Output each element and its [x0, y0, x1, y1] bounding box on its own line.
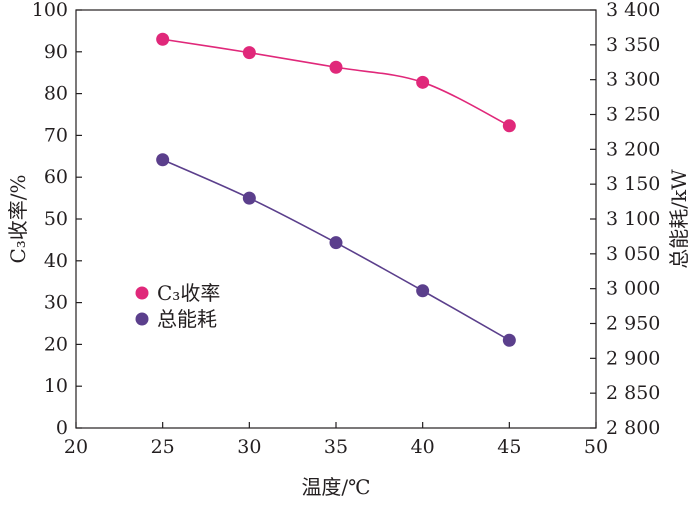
- data-point-series-0: [416, 75, 430, 89]
- data-point-series-0: [502, 119, 516, 133]
- right-y-axis-title: 总能耗/kW: [667, 169, 691, 269]
- legend: C₃收率 总能耗: [135, 281, 220, 331]
- right-y-tick-label: 3 050: [606, 243, 660, 265]
- right-y-tick-label: 3 150: [606, 173, 660, 195]
- right-y-tick-label: 3 200: [606, 138, 660, 160]
- left-y-tick-label: 40: [44, 250, 68, 272]
- legend-marker-c3-yield: [135, 286, 149, 300]
- left-y-tick-label: 50: [44, 208, 68, 230]
- left-y-tick-label: 30: [44, 292, 68, 314]
- data-point-series-1: [242, 191, 256, 205]
- x-tick-label: 35: [324, 436, 348, 458]
- right-y-tick-label: 2 900: [606, 347, 660, 369]
- left-y-tick-label: 90: [44, 41, 68, 63]
- left-y-tick-label: 0: [56, 417, 68, 439]
- left-y-tick-label: 20: [44, 333, 68, 355]
- data-point-series-1: [156, 153, 170, 167]
- data-point-series-1: [502, 333, 516, 347]
- right-y-tick-label: 3 250: [606, 104, 660, 126]
- left-y-tick-label: 80: [44, 83, 68, 105]
- left-y-tick-label: 60: [44, 166, 68, 188]
- left-y-tick-label: 10: [44, 375, 68, 397]
- right-y-tick-label: 3 000: [606, 278, 660, 300]
- axes: 20 25 30 35 40 45 50 0 10 20 30 40 50 60 70 80 90 100 2 80…: [32, 0, 661, 458]
- x-tick-label: 20: [64, 436, 88, 458]
- x-tick-label: 45: [497, 436, 521, 458]
- x-tick-label: 30: [237, 436, 261, 458]
- right-y-tick-label: 3 100: [606, 208, 660, 230]
- data-point-series-0: [156, 32, 170, 46]
- data-point-series-0: [242, 46, 256, 60]
- legend-marker-total-energy: [135, 312, 149, 326]
- data-point-series-1: [329, 236, 343, 250]
- x-tick-label: 25: [151, 436, 175, 458]
- series-points: [156, 32, 516, 347]
- right-y-tick-label: 3 400: [606, 0, 660, 21]
- x-tick-label: 50: [584, 436, 608, 458]
- right-y-tick-label: 2 850: [606, 382, 660, 404]
- right-y-tick-label: 3 300: [606, 69, 660, 91]
- data-point-series-1: [416, 284, 430, 298]
- x-tick-label: 40: [411, 436, 435, 458]
- right-y-tick-label: 2 800: [606, 417, 660, 439]
- legend-label-total-energy: 总能耗: [157, 307, 217, 331]
- left-y-tick-label: 100: [32, 0, 68, 21]
- series-line-0: [162, 38, 510, 127]
- right-y-tick-label: 3 350: [606, 34, 660, 56]
- left-y-tick-label: 70: [44, 124, 68, 146]
- left-y-axis-title: C₃收率/%: [6, 174, 30, 263]
- x-axis-title: 温度/℃: [301, 475, 370, 499]
- legend-label-c3-yield: C₃收率: [157, 281, 220, 305]
- data-point-series-0: [329, 60, 343, 74]
- right-y-tick-label: 2 950: [606, 313, 660, 335]
